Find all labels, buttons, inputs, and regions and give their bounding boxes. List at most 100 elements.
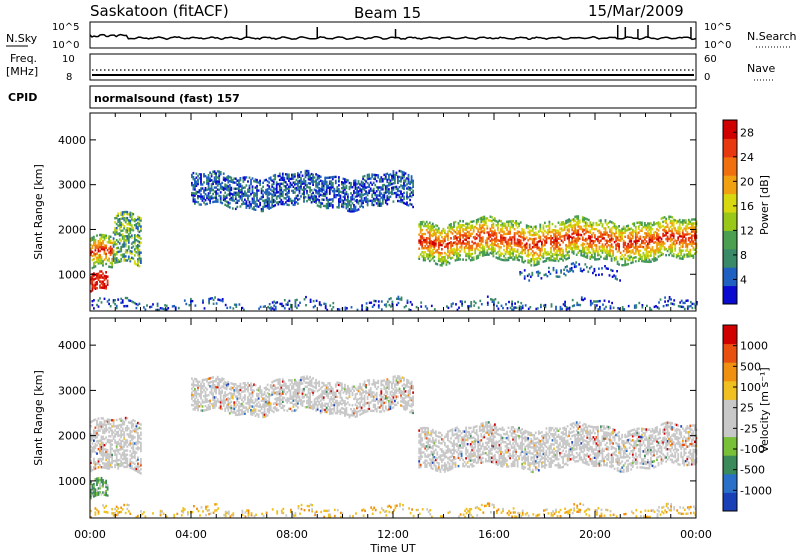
echo-cell: [615, 231, 617, 235]
echo-cell: [103, 244, 106, 247]
echo-cell: [500, 238, 502, 241]
echo-cell: [659, 226, 661, 229]
echo-cell: [510, 246, 513, 249]
echo-cell: [618, 235, 620, 238]
echo-cell: [671, 244, 674, 247]
echo-cell: [156, 308, 159, 312]
echo-cell: [282, 304, 285, 308]
echo-cell: [498, 249, 501, 253]
echo-cell: [597, 258, 599, 261]
echo-cell: [692, 230, 695, 233]
echo-cell: [195, 378, 198, 381]
echo-cell: [504, 224, 507, 228]
echo-cell: [96, 272, 98, 276]
echo-cell: [347, 203, 349, 206]
echo-cell: [294, 197, 296, 200]
echo-cell: [491, 300, 494, 303]
echo-cell: [239, 183, 242, 186]
echo-cell: [671, 242, 674, 245]
echo-cell: [584, 251, 587, 255]
echo-cell: [519, 231, 522, 234]
echo-cell: [386, 186, 389, 190]
echo-cell: [486, 301, 489, 304]
echo-cell: [362, 185, 364, 189]
echo-cell: [140, 449, 142, 453]
echo-cell: [589, 301, 592, 305]
echo-cell: [677, 238, 680, 241]
echo-cell: [603, 237, 605, 240]
echo-cell: [155, 308, 157, 312]
echo-cell: [418, 247, 421, 250]
echo-cell: [250, 182, 252, 186]
echo-cell: [694, 252, 696, 255]
echo-cell: [634, 252, 637, 255]
echo-cell: [591, 225, 593, 229]
echo-cell: [130, 426, 133, 429]
echo-cell: [133, 452, 136, 455]
echo-cell: [589, 255, 592, 258]
echo-cell: [114, 425, 116, 428]
echo-cell: [655, 305, 657, 308]
echo-cell: [342, 177, 345, 180]
echo-cell: [112, 237, 115, 240]
echo-cell: [645, 256, 648, 259]
echo-cell: [428, 231, 431, 234]
echo-cell: [198, 191, 201, 194]
echo-cell: [350, 186, 352, 189]
echo-cell: [197, 195, 199, 198]
echo-cell: [360, 188, 363, 191]
echo-cell: [96, 436, 98, 439]
echo-cell: [230, 176, 233, 179]
echo-cell: [401, 201, 404, 204]
echo-cell: [524, 259, 527, 263]
echo-cell: [244, 186, 246, 189]
echo-cell: [606, 257, 608, 261]
echo-cell: [90, 276, 92, 279]
echo-cell: [297, 172, 299, 175]
echo-cell: [553, 239, 555, 242]
echo-cell: [441, 231, 443, 235]
echo-cell: [377, 186, 380, 189]
echo-cell: [571, 228, 574, 232]
echo-cell: [251, 207, 254, 210]
echo-cell: [444, 239, 446, 243]
echo-cell: [384, 173, 387, 176]
echo-cell: [483, 217, 486, 220]
echo-cell: [674, 247, 677, 250]
echo-cell: [560, 255, 563, 258]
echo-cell: [137, 246, 139, 249]
echo-cell: [516, 248, 519, 251]
echo-cell: [361, 306, 363, 309]
echo-cell: [457, 256, 460, 259]
echo-cell: [221, 300, 224, 303]
echo-cell: [634, 235, 637, 239]
echo-cell: [194, 390, 196, 393]
echo-cell: [503, 238, 505, 242]
echo-cell: [106, 467, 109, 470]
echo-cell: [219, 187, 222, 190]
echo-cell: [509, 248, 511, 251]
echo-cell: [388, 182, 390, 185]
echo-cell: [271, 183, 274, 186]
echo-cell: [642, 235, 645, 239]
echo-cell: [216, 180, 219, 183]
echo-cell: [463, 242, 466, 245]
echo-cell: [497, 228, 499, 232]
echo-cell: [124, 427, 127, 430]
echo-cell: [96, 479, 98, 482]
echo-cell: [130, 246, 133, 249]
echo-cell: [272, 192, 275, 196]
echo-cell: [548, 224, 551, 228]
echo-cell: [568, 244, 570, 247]
echo-cell: [194, 186, 196, 189]
echo-cell: [687, 218, 690, 222]
echo-cell: [280, 302, 283, 306]
echo-cell: [569, 267, 571, 271]
echo-cell: [135, 429, 138, 432]
echo-cell: [105, 246, 107, 249]
echo-cell: [100, 478, 103, 482]
echo-cell: [99, 233, 101, 237]
echo-cell: [668, 245, 670, 249]
echo-cell: [100, 459, 103, 463]
echo-cell: [121, 215, 124, 218]
